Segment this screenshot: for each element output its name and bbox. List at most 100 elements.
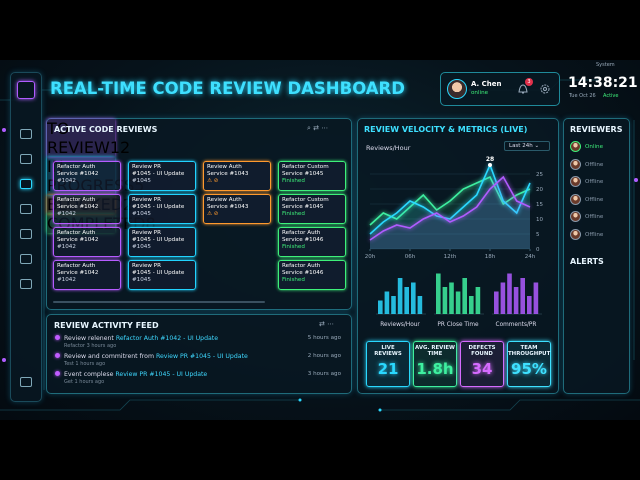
- reviewer-row[interactable]: Offline: [570, 193, 603, 205]
- feed-item: Event complese Review PR #1045 - UI Upda…: [55, 371, 341, 385]
- reviewer-row[interactable]: Online: [570, 141, 603, 152]
- board-panel: ACTIVE CODE REVIEWS ⌕ ⇄ ⋯ TO REVIEW12 Ref…: [46, 118, 352, 310]
- review-card[interactable]: Refactor Auth Service #1042 #1042: [53, 260, 121, 290]
- feed-time: 5 hours ago: [307, 335, 341, 341]
- nav-home[interactable]: [20, 129, 32, 139]
- card-detail: Service #1042: [57, 171, 99, 178]
- reviewer-row[interactable]: Offline: [570, 176, 604, 188]
- stat-value: 34: [471, 360, 493, 378]
- velocity-panel: REVIEW VELOCITY & METRICS (LIVE) Last 24…: [357, 118, 559, 394]
- dashboard: System REAL-TIME CODE REVIEW DASHBOARD A…: [0, 60, 640, 420]
- reviewer-row[interactable]: Offline: [570, 229, 603, 240]
- review-card[interactable]: Refactor Custom Service #1045 Finished: [278, 161, 346, 191]
- review-card[interactable]: Review PR #1045 - UI Update #1045: [128, 227, 196, 257]
- feed-dot: [55, 353, 60, 358]
- review-card[interactable]: Refactor Auth Service #1042 #1042: [53, 194, 121, 224]
- reviewer-avatar: [570, 176, 581, 188]
- review-card[interactable]: Refactor Custom Service #1045 Finished: [278, 194, 346, 224]
- feed-item: Review relenent Refactor Auth #1042 - UI…: [55, 335, 341, 349]
- card-tag: #1042: [57, 211, 76, 218]
- card-title: Review PR: [132, 197, 161, 203]
- reviewer-status: Offline: [585, 232, 604, 238]
- clock-status: Active: [603, 93, 619, 99]
- range-select[interactable]: Last 24h ⌄: [504, 141, 550, 151]
- card-title: Review PR: [132, 263, 161, 269]
- bar: [520, 278, 525, 314]
- card-detail: Service #1042: [57, 237, 99, 244]
- reviewer-row[interactable]: Offline: [570, 211, 603, 223]
- card-tag: #1045: [132, 211, 151, 218]
- settings-icon[interactable]: [539, 83, 551, 95]
- feed-text: Review and commitrent from: [64, 353, 154, 360]
- nav-help[interactable]: [20, 279, 32, 289]
- scrollbar[interactable]: [53, 301, 265, 303]
- nav-logout[interactable]: [20, 377, 32, 387]
- nav-users[interactable]: [20, 204, 32, 214]
- feed-text: Review relenent: [64, 335, 114, 342]
- review-card[interactable]: Review Auth Service #1043 ⚠ ⊘: [203, 161, 271, 191]
- card-title: Review PR: [132, 230, 161, 236]
- logo[interactable]: [17, 81, 35, 99]
- bar: [404, 287, 409, 314]
- card-detail: Service #1045: [282, 204, 324, 211]
- review-card[interactable]: Refactor Auth Service #1046 Finished: [278, 260, 346, 290]
- y-tick-label: 20: [536, 187, 543, 193]
- bar: [500, 282, 506, 314]
- card-detail: #1045 - UI Update: [132, 270, 185, 277]
- review-card[interactable]: Refactor Auth Service #1046 Finished: [278, 227, 346, 257]
- bar: [513, 287, 519, 314]
- user-status: online: [471, 90, 489, 96]
- stat-tile: TEAM THROUGHPUT 95%: [507, 341, 551, 387]
- bar: [442, 287, 448, 314]
- review-card[interactable]: Review Auth Service #1043 ⚠ ⊘: [203, 194, 271, 224]
- series-area: [370, 177, 530, 249]
- x-tick-label: 24h: [525, 254, 536, 260]
- range-text: Last 24h: [509, 143, 533, 149]
- card-tag: Finished: [282, 178, 305, 185]
- card-detail: Service #1043: [207, 171, 249, 178]
- nav-chat[interactable]: [20, 229, 32, 239]
- stat-label: LIVE REVIEWS: [374, 345, 402, 357]
- user-box[interactable]: A. Chen online 3: [440, 72, 560, 106]
- stat-value: 1.8h: [416, 360, 454, 378]
- stat-value: 95%: [511, 360, 547, 378]
- bar: [378, 300, 383, 314]
- reviewer-row[interactable]: Offline: [570, 158, 603, 170]
- feed-item: Review and commitrent from Review PR #10…: [55, 353, 341, 367]
- review-card[interactable]: Review PR #1045 - UI Update #1045: [128, 260, 196, 290]
- reviewers-title: REVIEWERS: [570, 125, 623, 134]
- feed-link[interactable]: Review PR #1045 - UI Update: [115, 371, 208, 378]
- bell-icon[interactable]: [517, 82, 529, 96]
- board-tools[interactable]: ⌕ ⇄ ⋯: [307, 124, 329, 132]
- feed-time: 2 hours ago: [307, 353, 341, 359]
- peak-point: [488, 163, 492, 167]
- stat-value: 21: [377, 360, 399, 378]
- card-detail: Service #1042: [57, 270, 99, 277]
- review-card[interactable]: Review PR #1045 - UI Update #1045: [128, 194, 196, 224]
- feed-link[interactable]: Review PR #1045 - UI Update: [155, 353, 248, 360]
- nav-settings[interactable]: [20, 254, 32, 264]
- card-title: Review PR: [132, 164, 161, 170]
- bar: [469, 296, 474, 314]
- card-detail: Service #1046: [282, 270, 324, 277]
- nav-grid[interactable]: [20, 154, 32, 164]
- reviewer-avatar: [570, 141, 581, 152]
- reviewer-status: Offline: [585, 179, 604, 186]
- review-card[interactable]: Refactor Auth Service #1042 #1042: [53, 227, 121, 257]
- feed-link[interactable]: Refactor Auth #1042 - UI Update: [115, 335, 219, 342]
- stat-label: DEFECTS FOUND: [468, 345, 496, 357]
- y-tick-label: 15: [536, 202, 543, 208]
- nav-reviews[interactable]: [20, 179, 32, 189]
- card-title: Refactor Auth: [57, 164, 96, 170]
- bar: [436, 273, 441, 314]
- card-detail: Service #1042: [57, 204, 99, 211]
- x-tick-label: 12th: [444, 254, 457, 260]
- bar: [507, 273, 512, 314]
- x-tick-label: 18h: [485, 254, 496, 260]
- card-detail: Service #1046: [282, 237, 324, 244]
- y-axis-label: Reviews/Hour: [366, 144, 411, 152]
- review-card[interactable]: Refactor Auth Service #1042 #1042: [53, 161, 121, 191]
- feed-tools[interactable]: ⇄ ⋯: [319, 320, 335, 328]
- review-card[interactable]: Review PR #1045 - UI Update #1045: [128, 161, 196, 191]
